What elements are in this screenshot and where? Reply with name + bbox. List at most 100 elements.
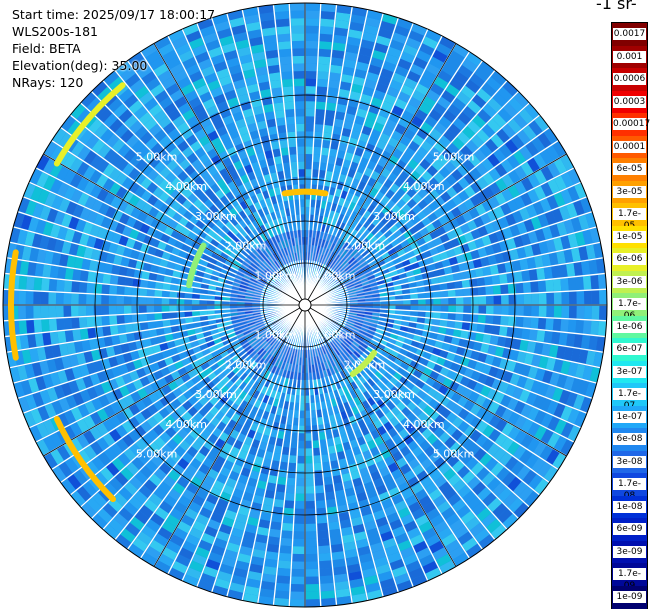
data-gate [453, 552, 469, 567]
data-gate [172, 463, 185, 476]
data-gate [527, 173, 541, 188]
data-gate [443, 266, 453, 275]
data-gate [196, 488, 209, 500]
data-gate [419, 158, 431, 170]
data-gate [346, 321, 355, 327]
data-gate [272, 452, 281, 462]
data-gate [184, 299, 192, 305]
data-gate [132, 219, 144, 231]
data-gate [252, 259, 260, 267]
data-gate [393, 229, 403, 239]
data-gate [269, 528, 281, 538]
data-gate [553, 305, 562, 318]
data-gate [197, 229, 208, 239]
data-gate [109, 285, 118, 295]
data-gate [380, 150, 392, 161]
data-gate [361, 200, 371, 210]
data-gate [118, 266, 128, 277]
data-gate [403, 299, 411, 305]
data-gate [591, 305, 600, 320]
data-gate [396, 248, 406, 257]
data-gate [558, 264, 568, 278]
data-gate [274, 445, 283, 455]
data-gate [439, 251, 449, 261]
data-gate [315, 485, 325, 494]
data-gate [279, 327, 286, 335]
data-gate [315, 492, 325, 501]
data-gate [152, 424, 165, 436]
data-gate [252, 105, 264, 116]
data-gate [263, 231, 271, 240]
data-gate [134, 510, 150, 525]
data-gate [177, 140, 190, 153]
data-gate [54, 239, 65, 253]
data-gate [441, 90, 456, 103]
ray-separator [3, 288, 306, 306]
data-gate [187, 406, 198, 417]
data-gate [112, 388, 124, 401]
data-gate [510, 134, 525, 150]
data-gate [209, 486, 222, 498]
data-gate [361, 280, 370, 287]
data-gate [146, 373, 157, 384]
data-gate [115, 244, 126, 256]
data-gate [322, 264, 328, 273]
data-gate [375, 379, 385, 389]
data-gate [57, 266, 67, 279]
ray-separator [304, 304, 496, 541]
data-gate [440, 419, 452, 431]
data-gate [513, 400, 526, 415]
data-gate [316, 253, 322, 262]
data-gate [462, 471, 476, 485]
data-gate [109, 274, 119, 285]
data-gate [459, 376, 471, 387]
data-gate [393, 358, 403, 367]
data-gate [323, 265, 330, 274]
data-gate [247, 213, 256, 223]
data-gate [323, 124, 333, 134]
data-gate [123, 148, 137, 162]
data-gate [162, 283, 171, 291]
data-gate [260, 215, 268, 225]
data-gate [275, 438, 284, 447]
data-gate [43, 419, 56, 435]
data-gate [278, 277, 285, 284]
data-gate [376, 459, 387, 471]
ray-separator [304, 69, 496, 306]
data-gate [234, 387, 243, 397]
data-gate [229, 217, 239, 227]
data-gate [234, 143, 245, 154]
data-gate [204, 391, 214, 401]
data-gate [387, 137, 399, 148]
data-gate [287, 363, 293, 372]
data-gate [246, 358, 255, 367]
data-gate [336, 497, 347, 507]
data-gate [407, 122, 420, 134]
data-gate [42, 221, 54, 236]
data-gate [63, 305, 72, 317]
data-gate [361, 323, 370, 330]
data-gate [220, 251, 229, 260]
data-gate [216, 530, 230, 542]
data-gate [333, 164, 342, 174]
ray-separator [304, 304, 530, 508]
data-gate [447, 312, 456, 321]
ray-separator [167, 35, 306, 306]
data-gate [286, 254, 291, 263]
data-gate [476, 88, 492, 103]
data-gate [125, 361, 136, 373]
data-gate [267, 346, 274, 354]
data-gate [342, 159, 352, 169]
ray-separator [4, 304, 306, 338]
data-gate [246, 286, 255, 292]
data-gate [154, 281, 164, 290]
data-gate [184, 317, 194, 324]
data-gate [319, 254, 324, 263]
data-gate [216, 498, 229, 510]
data-gate [350, 343, 358, 351]
data-gate [401, 315, 411, 322]
data-gate [373, 419, 383, 430]
data-gate [100, 240, 111, 252]
data-gate [452, 272, 462, 281]
data-gate [467, 359, 478, 370]
